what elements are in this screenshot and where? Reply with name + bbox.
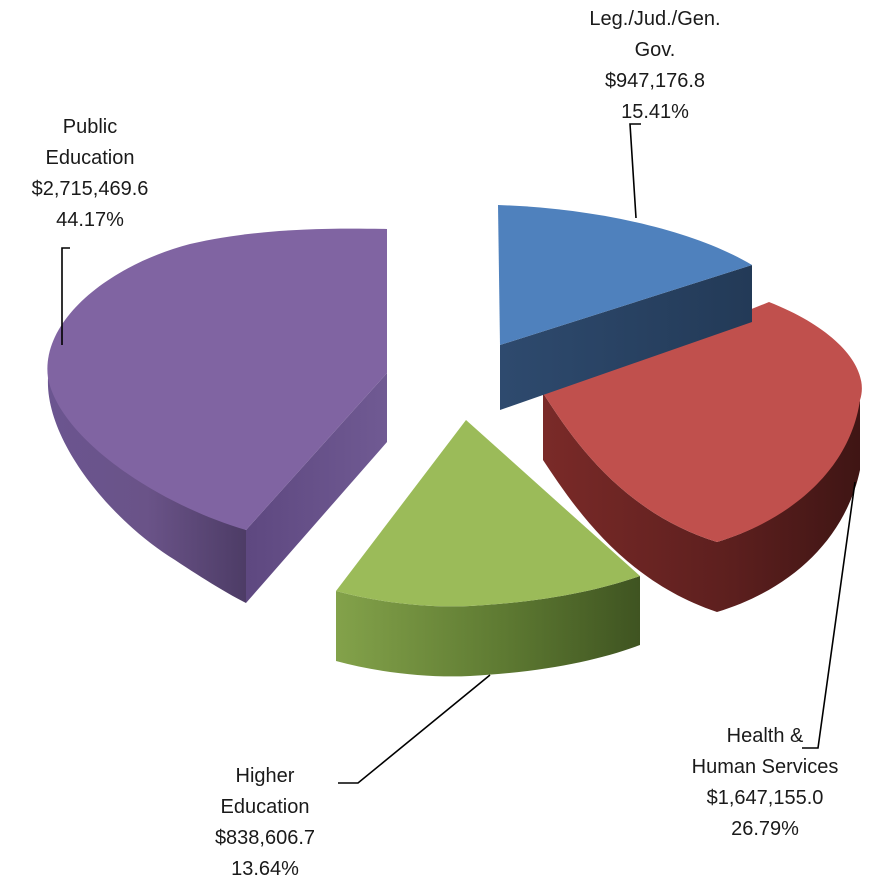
label-name-line-2: Education xyxy=(45,147,135,169)
label-name-line-2: Human Services xyxy=(691,756,839,778)
slice-leg-jud-gen-gov-wall xyxy=(500,265,752,410)
leader-line-higher-education xyxy=(338,674,491,784)
slice-leg-jud-gen-gov-top xyxy=(498,205,752,345)
slice-leg-jud-gen-gov xyxy=(498,205,752,410)
label-value: $838,606.7 xyxy=(214,827,316,849)
slice-higher-education xyxy=(336,420,640,677)
slice-health-human-services-wall xyxy=(543,393,860,612)
label-name-line-2: Gov. xyxy=(634,39,676,61)
slice-higher-education-top xyxy=(336,420,640,607)
label-name-line-1: Public xyxy=(62,116,118,138)
label-percent: 13.64% xyxy=(231,858,299,880)
label-value: $2,715,469.6 xyxy=(31,178,149,200)
leader-lines xyxy=(61,123,856,784)
label-percent: 26.79% xyxy=(731,818,799,840)
label-name-line-2: Education xyxy=(220,796,310,818)
label-name-line-1: Leg./Jud./Gen. xyxy=(589,8,721,30)
label-percent: 15.41% xyxy=(621,101,689,123)
slice-public-education-side xyxy=(246,373,387,603)
leader-line-health-human-services xyxy=(802,481,856,749)
leader-line-public-education xyxy=(61,247,70,345)
label-name-line-1: Health & xyxy=(726,725,804,747)
label-value: $947,176.8 xyxy=(604,70,706,92)
label-leg-jud-gen-gov: Leg./Jud./Gen. Gov. $947,176.8 15.41% xyxy=(580,4,730,128)
label-percent: 44.17% xyxy=(56,209,124,231)
slice-higher-education-wall xyxy=(336,576,640,677)
label-value: $1,647,155.0 xyxy=(706,787,824,809)
label-higher-education: Higher Education $838,606.7 13.64% xyxy=(200,761,330,885)
label-public-education: Public Education $2,715,469.6 44.17% xyxy=(0,112,180,236)
leader-line-leg-jud-gen-gov xyxy=(629,123,641,219)
slice-public-education xyxy=(47,228,387,603)
label-health-human-services: Health & Human Services $1,647,155.0 26.… xyxy=(665,721,865,845)
slice-public-education-top xyxy=(47,228,387,530)
label-name-line-1: Higher xyxy=(235,765,295,787)
